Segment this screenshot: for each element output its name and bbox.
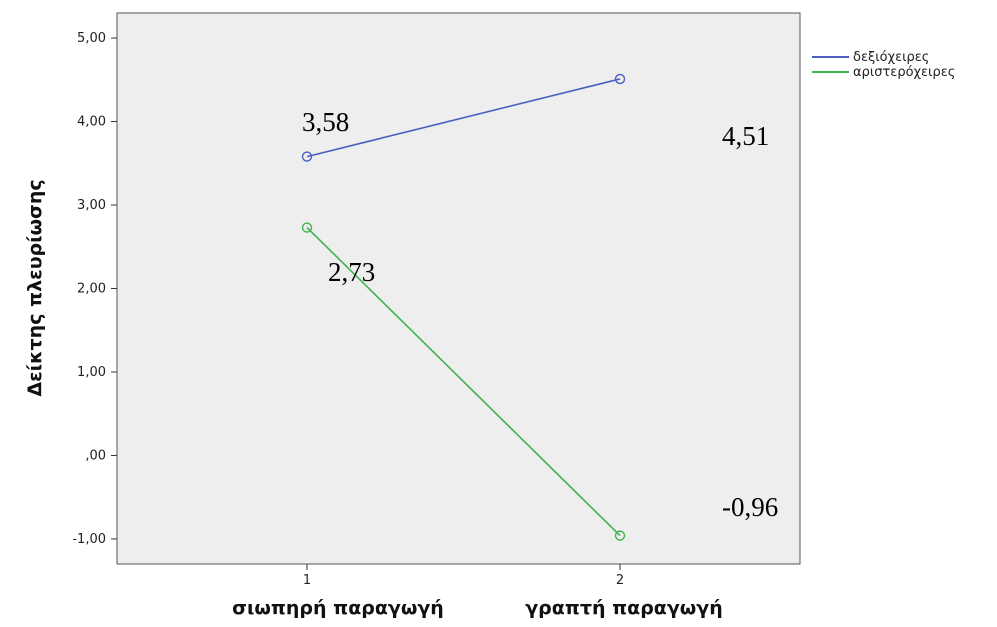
series-marker-1 [614,73,626,85]
y-axis-title: Δείκτης πλευρίωσης [24,179,46,396]
y-tick-label: 1,00 [77,365,106,380]
y-tick-label: -1,00 [72,532,106,547]
data-label: 4,51 [722,121,769,151]
series-marker-1 [301,151,313,162]
data-label: -0,96 [722,492,778,522]
series-marker-2 [614,530,626,541]
series-line-1 [306,78,621,158]
y-tick-label: ,00 [85,448,106,463]
y-tick-label: 2,00 [77,282,106,297]
data-label: 3,58 [302,107,349,137]
plot-area [116,12,801,565]
y-tick-label: 3,00 [77,198,106,213]
x-axis-title-part-2: γραπτή παραγωγή [525,597,723,619]
x-tick-label: 2 [616,573,624,588]
legend-label-2: αριστερόχειρες [853,65,955,80]
legend-label-1: δεξιόχειρες [853,50,929,65]
series-layer [301,73,626,541]
y-axis: -1,00 ,00 1,00 2,00 3,00 4,00 5,00 [72,31,117,547]
series-marker-2 [301,222,313,233]
data-label: 2,73 [328,257,375,287]
y-tick-label: 5,00 [77,31,106,46]
y-tick-label: 4,00 [77,115,106,130]
x-tick-label: 1 [303,573,311,588]
data-labels: 3,58 4,51 2,73 -0,96 [302,107,778,522]
series-line-2 [306,226,621,537]
x-axis-title-part-1: σιωπηρή παραγωγή [232,597,444,619]
